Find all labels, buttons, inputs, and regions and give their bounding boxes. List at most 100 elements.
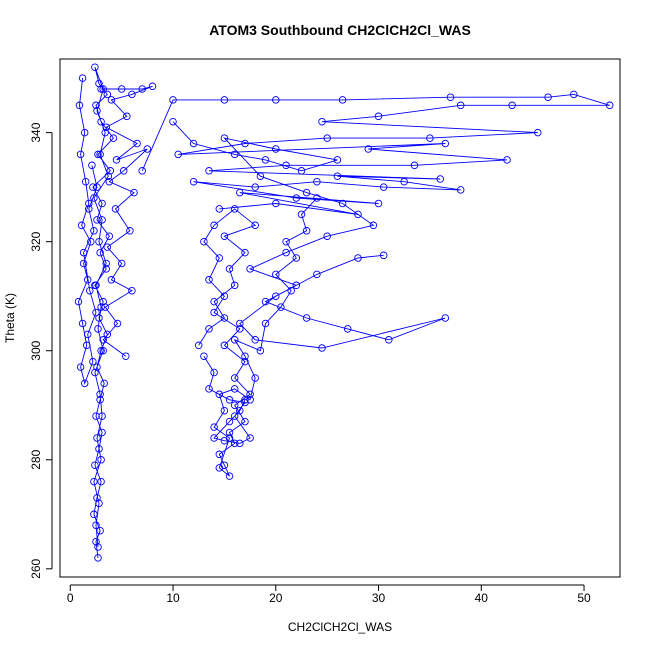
data-point [96,396,104,404]
data-point [323,134,331,142]
data-point [117,85,126,93]
data-point [456,186,465,194]
data-point [333,172,342,180]
series-line [141,93,610,215]
data-point [105,177,114,186]
series-3 [97,82,157,360]
data-point [75,101,84,110]
data-point [95,445,103,453]
data-point [570,90,578,99]
data-point [128,286,136,295]
data-point [338,199,347,208]
data-point [220,292,229,300]
data-point [89,357,97,366]
data-point [92,412,100,420]
data-point [106,167,115,175]
data-point [104,172,113,180]
data-point [97,85,105,93]
data-point [241,357,249,366]
data-point [215,205,224,213]
data-point [503,156,511,164]
data-point [83,330,92,339]
series-line [172,121,446,349]
data-point [385,336,393,344]
data-point [374,112,383,121]
data-point [80,128,89,137]
data-point [77,221,86,230]
data-point [89,183,97,191]
data-point [102,265,110,273]
data-point [241,398,249,407]
data-point [251,183,259,191]
y-tick-label: 280 [29,449,43,469]
data-point [99,346,107,355]
data-point [78,319,87,328]
data-point [92,281,100,290]
data-point [126,227,134,235]
data-point [138,167,146,175]
data-point [205,385,213,393]
data-point [100,379,108,388]
data-point [92,521,100,529]
data-point [236,188,244,197]
data-point [174,150,182,159]
data-point [313,270,321,279]
data-point [410,161,419,170]
data-point [282,248,290,257]
data-point [103,90,112,99]
series-line [198,197,318,477]
data-point [205,325,213,333]
series-5 [169,117,450,352]
data-point [96,390,104,399]
data-point [338,96,347,104]
data-point [236,406,244,415]
data-point [313,194,321,202]
data-point [169,96,177,104]
data-point [261,319,270,328]
data-point [122,352,130,360]
data-point [292,254,301,262]
data-point [90,227,98,235]
data-point [103,330,112,339]
data-point [91,461,99,469]
data-point [220,436,229,445]
data-point [220,232,229,240]
data-point [241,352,249,360]
data-point [93,216,101,224]
data-point [97,303,105,311]
y-tick-label: 260 [29,558,43,578]
data-point [107,276,116,284]
data-point [103,243,112,251]
y-tick-label: 340 [29,122,43,142]
x-tick-label: 20 [269,591,283,605]
data-point [210,368,218,377]
data-point [302,188,311,197]
data-point [272,145,280,153]
x-tick-label: 40 [475,591,489,605]
data-point [364,145,373,153]
series-4 [138,90,614,219]
x-axis: 0 10 20 30 40 50 [67,584,591,605]
data-point [194,341,203,350]
data-point [441,139,450,148]
data-point [441,314,450,322]
data-point [79,259,88,268]
data-point [93,107,101,115]
y-axis: 260 280 300 320 340 [29,122,53,579]
data-point [94,554,102,562]
data-point [220,134,229,142]
data-point [246,265,254,273]
data-point [83,276,92,284]
data-point [79,248,88,257]
data-point [313,177,321,186]
data-point [230,374,239,382]
data-point [225,472,234,480]
data-point [230,150,239,159]
data-point [94,325,102,333]
data-point [91,63,99,71]
data-point [80,379,89,388]
data-point [272,292,280,300]
data-point [400,177,408,186]
data-point [138,85,146,93]
data-point [128,90,136,99]
